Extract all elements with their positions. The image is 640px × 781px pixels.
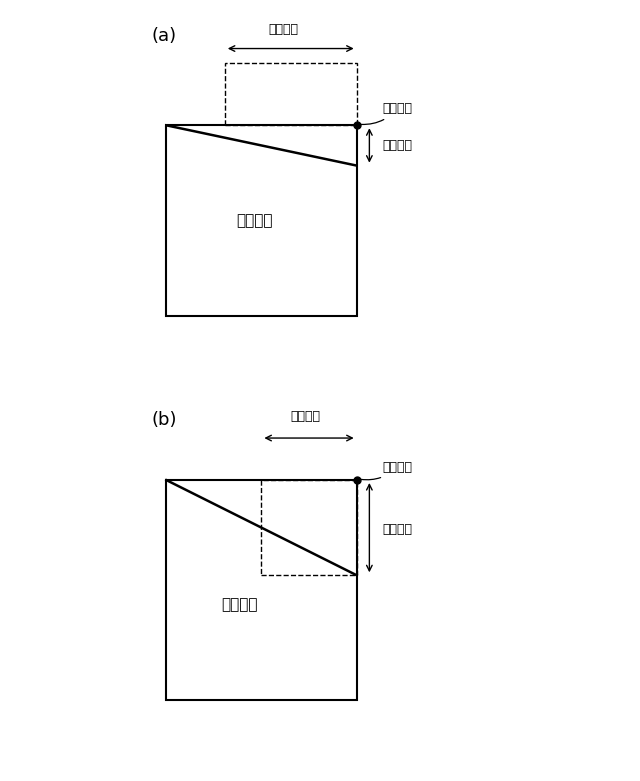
Bar bbox=[166, 480, 356, 700]
Text: 交わり部: 交わり部 bbox=[361, 102, 412, 124]
Text: 上面品質: 上面品質 bbox=[268, 23, 298, 36]
Text: 深さ品質: 深さ品質 bbox=[382, 139, 412, 152]
Text: (b): (b) bbox=[152, 411, 177, 429]
Text: 交わり部: 交わり部 bbox=[361, 461, 412, 480]
Text: 上面品質: 上面品質 bbox=[291, 411, 321, 423]
Bar bbox=[262, 480, 356, 575]
Text: 被加工物: 被加工物 bbox=[236, 213, 273, 228]
Text: 深さ品質: 深さ品質 bbox=[382, 523, 412, 536]
Bar bbox=[225, 63, 356, 125]
Bar bbox=[166, 125, 356, 316]
Text: 被加工物: 被加工物 bbox=[221, 597, 258, 612]
Text: (a): (a) bbox=[152, 27, 177, 45]
